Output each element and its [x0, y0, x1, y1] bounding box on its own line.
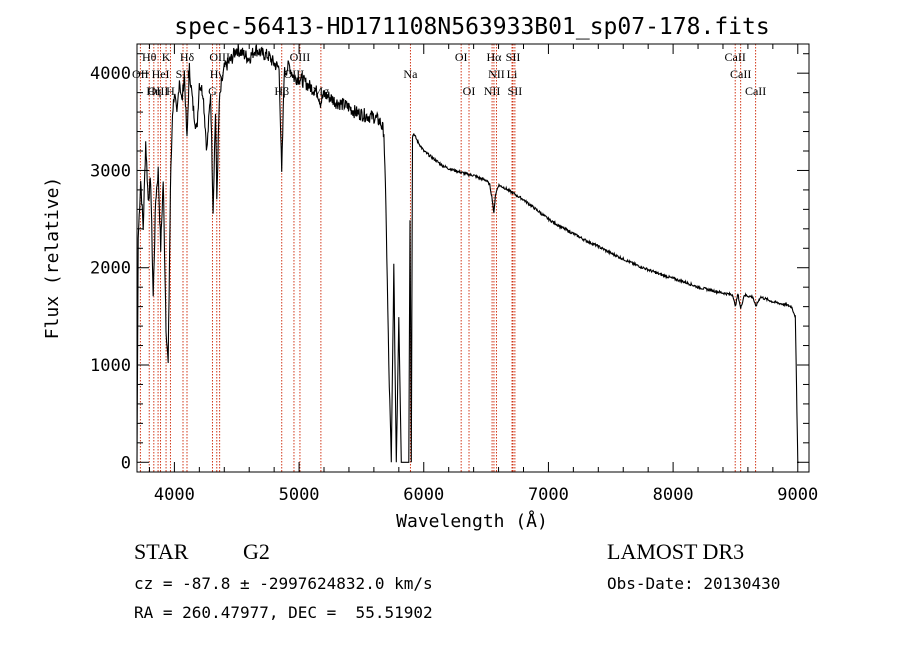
y-tick-label: 0	[121, 453, 131, 473]
line-label: OIII	[148, 84, 169, 98]
line-label: K	[162, 50, 171, 64]
y-tick-label: 2000	[90, 259, 131, 279]
line-label: SII	[176, 67, 191, 81]
line-label: Na	[403, 67, 418, 81]
x-tick-label: 9000	[777, 485, 818, 505]
line-label: SII	[508, 84, 523, 98]
line-label: CaII	[725, 50, 746, 64]
x-tick-label: 4000	[154, 485, 195, 505]
spectrum-line	[136, 43, 799, 463]
line-label: G	[208, 84, 217, 98]
coordinates-text: RA = 260.47977, DEC = 55.51902	[134, 603, 433, 622]
object-class: STAR	[134, 539, 189, 564]
y-tick-label: 3000	[90, 161, 131, 181]
line-label: NII	[484, 84, 501, 98]
x-axis: 4000 5000 6000 7000 8000 9000	[148, 44, 818, 505]
line-label: OI	[455, 50, 468, 64]
line-label: Hθ	[142, 50, 157, 64]
x-tick-label: 8000	[653, 485, 694, 505]
line-label: Li	[507, 67, 518, 81]
line-label: HeI	[152, 67, 170, 81]
line-label: Hδ	[180, 50, 195, 64]
y-axis: 0 1000 2000 3000 4000	[90, 53, 809, 473]
x-tick-label: 6000	[403, 485, 444, 505]
y-tick-label: 4000	[90, 64, 131, 84]
x-axis-label: Wavelength (Å)	[396, 510, 548, 532]
plot-frame	[136, 43, 810, 473]
line-label: CaII	[745, 84, 766, 98]
line-label: CaII	[730, 67, 751, 81]
object-subclass: G2	[243, 539, 270, 564]
x-tick-label: 7000	[528, 485, 569, 505]
line-label: Hγ	[210, 67, 225, 81]
line-label: OI	[463, 84, 476, 98]
line-label: SII	[506, 50, 521, 64]
chart-title: spec-56413-HD171108N563933B01_sp07-178.f…	[174, 14, 769, 40]
line-label: H	[166, 84, 175, 98]
line-label: Hβ	[274, 84, 289, 98]
y-tick-label: 1000	[90, 356, 131, 376]
line-label: Hη	[146, 84, 161, 98]
spectral-line-markers	[139, 44, 757, 472]
line-label: OII	[132, 67, 149, 81]
x-tick-label: 5000	[279, 485, 320, 505]
survey-name: LAMOST DR3	[607, 539, 745, 564]
y-axis-label: Flux (relative)	[42, 177, 63, 340]
redshift-text: cz = -87.8 ± -2997624832.0 km/s	[134, 574, 433, 593]
obs-date: Obs-Date: 20130430	[607, 574, 781, 593]
line-label: NII	[488, 67, 505, 81]
line-label: OIII	[290, 50, 311, 64]
line-label: Hα	[486, 50, 502, 64]
